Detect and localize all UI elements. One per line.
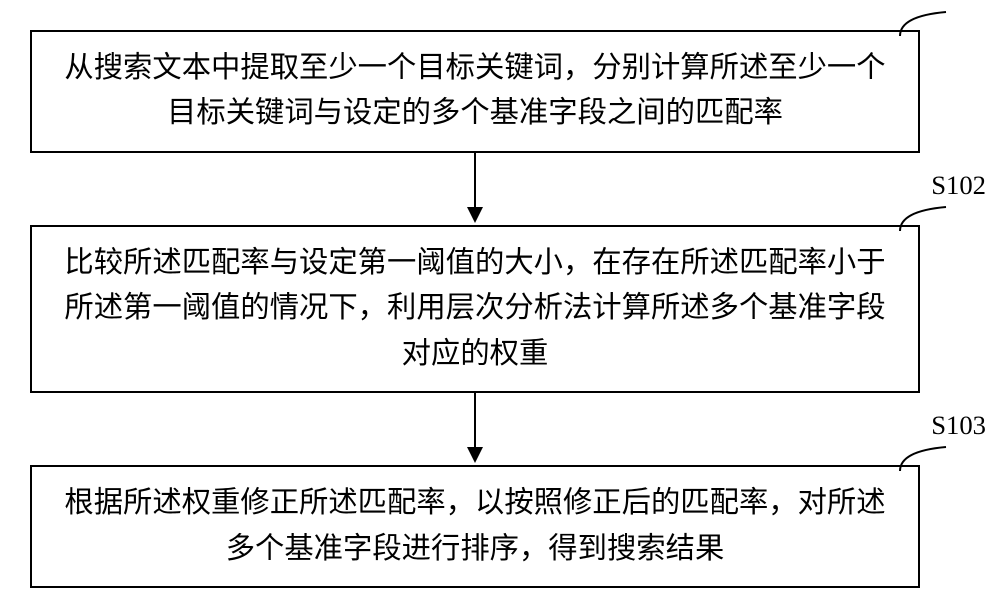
step-label: S102 — [931, 165, 986, 206]
flowchart: S101 从搜索文本中提取至少一个目标关键词，分别计算所述至少一个目标关键词与设… — [30, 30, 970, 588]
step-box: S101 从搜索文本中提取至少一个目标关键词，分别计算所述至少一个目标关键词与设… — [30, 30, 920, 153]
step-label-connector: S101 — [898, 8, 958, 38]
step-label: S103 — [931, 405, 986, 446]
arrow — [30, 393, 920, 465]
step-text: 从搜索文本中提取至少一个目标关键词，分别计算所述至少一个目标关键词与设定的多个基… — [56, 46, 894, 137]
step-label-connector: S102 — [898, 203, 958, 233]
step-label: S101 — [931, 0, 986, 11]
step-box: S103 根据所述权重修正所述匹配率，以按照修正后的匹配率，对所述多个基准字段进… — [30, 465, 920, 588]
step-text: 比较所述匹配率与设定第一阈值的大小，在存在所述匹配率小于所述第一阈值的情况下，利… — [56, 241, 894, 377]
arrow — [30, 153, 920, 225]
step-box: S102 比较所述匹配率与设定第一阈值的大小，在存在所述匹配率小于所述第一阈值的… — [30, 225, 920, 393]
step-label-connector: S103 — [898, 443, 958, 473]
step-text: 根据所述权重修正所述匹配率，以按照修正后的匹配率，对所述多个基准字段进行排序，得… — [56, 481, 894, 572]
